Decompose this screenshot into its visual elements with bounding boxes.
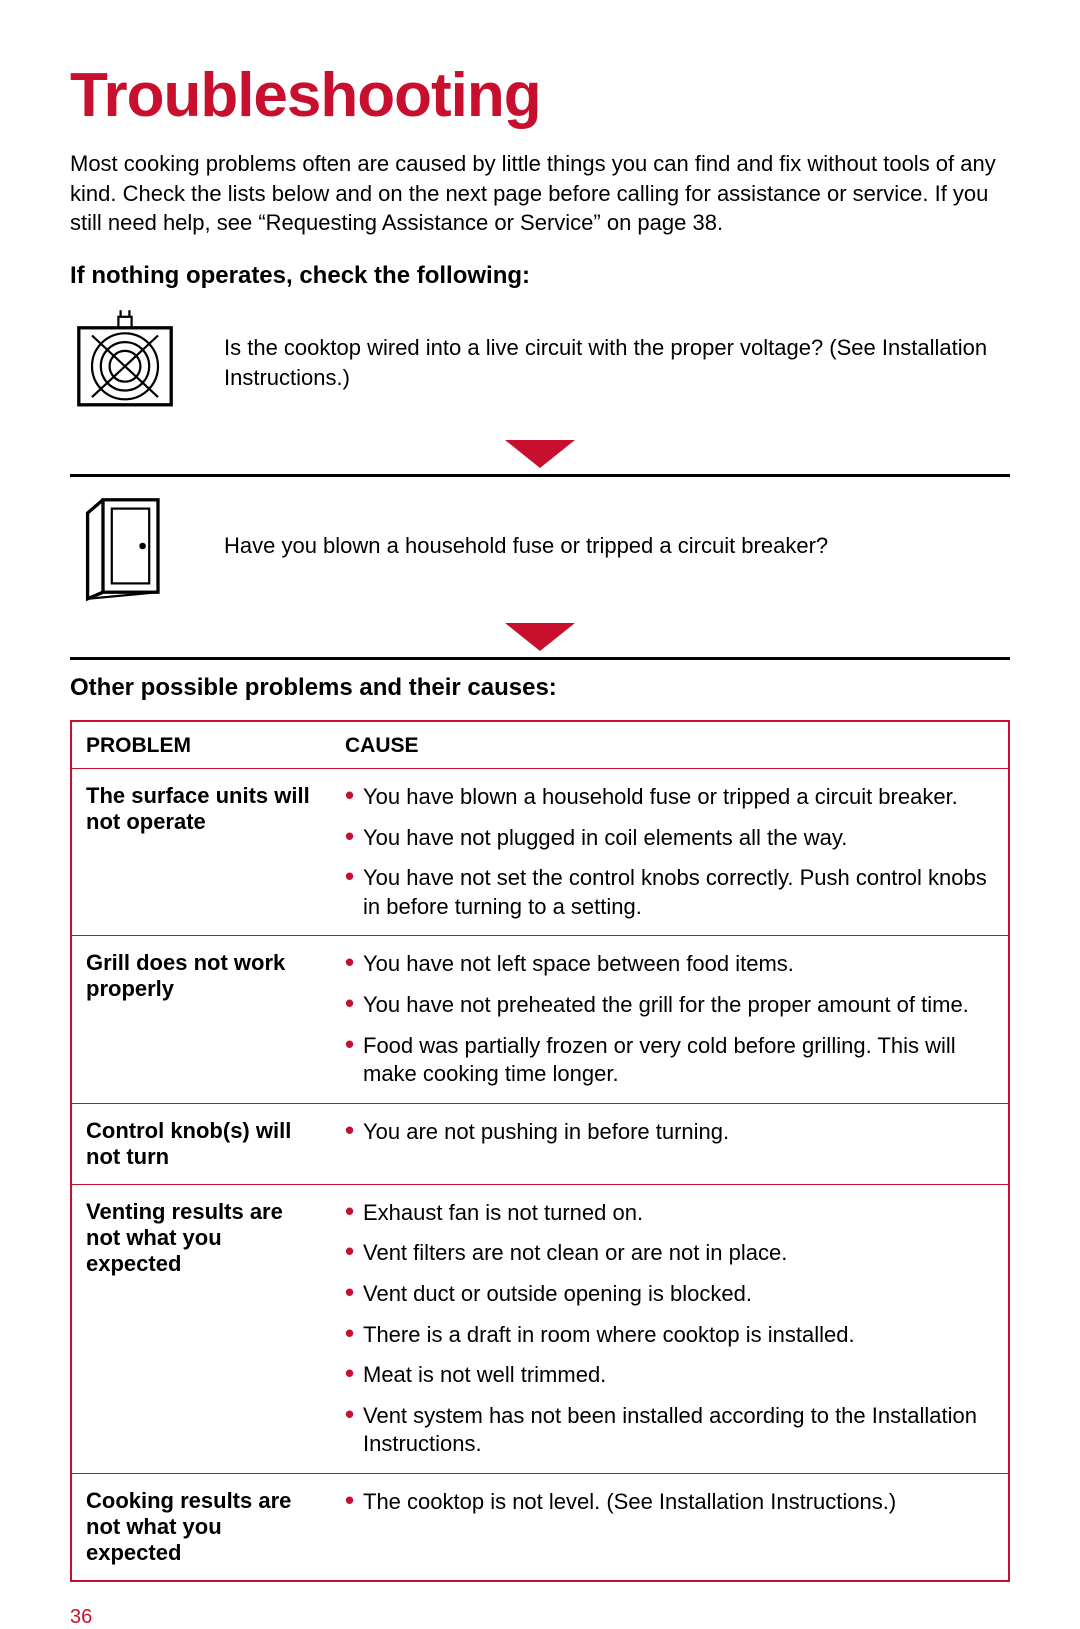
problem-cell: Cooking results are not what you expecte…	[71, 1473, 331, 1581]
cause-item: Vent duct or outside opening is blocked.	[345, 1280, 994, 1309]
cause-item: You have not preheated the grill for the…	[345, 991, 994, 1020]
cause-item: There is a draft in room where cooktop i…	[345, 1321, 994, 1350]
check-row-wiring: Is the cooktop wired into a live circuit…	[70, 308, 1010, 438]
cooktop-coil-icon	[70, 308, 180, 418]
table-row: Venting results are not what you expecte…	[71, 1184, 1009, 1473]
problem-cell: Control knob(s) will not turn	[71, 1103, 331, 1184]
divider	[70, 474, 1010, 477]
cause-item: Meat is not well trimmed.	[345, 1361, 994, 1390]
divider	[70, 657, 1010, 660]
cause-cell: You have blown a household fuse or tripp…	[331, 769, 1009, 936]
cause-item: Vent filters are not clean or are not in…	[345, 1239, 994, 1268]
table-row: Grill does not work properly You have not…	[71, 936, 1009, 1103]
cause-item: You have not plugged in coil elements al…	[345, 824, 994, 853]
page-number: 36	[70, 1606, 1010, 1629]
problem-cell: Venting results are not what you expecte…	[71, 1184, 331, 1473]
cause-cell: The cooktop is not level. (See Installat…	[331, 1473, 1009, 1581]
cause-item: Food was partially frozen or very cold b…	[345, 1032, 994, 1089]
cause-item: You have not left space between food ite…	[345, 950, 994, 979]
problem-cell: The surface units will not operate	[71, 769, 331, 936]
cause-item: Exhaust fan is not turned on.	[345, 1199, 994, 1228]
check-text-fuse: Have you blown a household fuse or tripp…	[224, 531, 1010, 561]
cause-item: Vent system has not been installed accor…	[345, 1402, 994, 1459]
section-heading-other-problems: Other possible problems and their causes…	[70, 674, 1010, 702]
table-row: Control knob(s) will not turn You are not…	[71, 1103, 1009, 1184]
cause-item: You are not pushing in before turning.	[345, 1118, 994, 1147]
cause-cell: You are not pushing in before turning.	[331, 1103, 1009, 1184]
check-row-fuse: Have you blown a household fuse or tripp…	[70, 491, 1010, 621]
header-problem: PROBLEM	[71, 721, 331, 769]
down-arrow-icon	[70, 623, 1010, 651]
header-cause: CAUSE	[331, 721, 1009, 769]
cause-item: You have not set the control knobs corre…	[345, 864, 994, 921]
cause-cell: You have not left space between food ite…	[331, 936, 1009, 1103]
table-header-row: PROBLEM CAUSE	[71, 721, 1009, 769]
cause-item: The cooktop is not level. (See Installat…	[345, 1488, 994, 1517]
check-text-wiring: Is the cooktop wired into a live circuit…	[224, 333, 1010, 392]
page-title: Troubleshooting	[70, 60, 1010, 131]
problems-table: PROBLEM CAUSE The surface units will not…	[70, 720, 1010, 1582]
problem-cell: Grill does not work properly	[71, 936, 331, 1103]
section-heading-nothing-operates: If nothing operates, check the following…	[70, 262, 1010, 290]
cause-item: You have blown a household fuse or tripp…	[345, 783, 994, 812]
table-row: The surface units will not operateYou ha…	[71, 769, 1009, 936]
down-arrow-icon	[70, 440, 1010, 468]
table-row: Cooking results are not what you expecte…	[71, 1473, 1009, 1581]
cause-cell: Exhaust fan is not turned on. Vent filter…	[331, 1184, 1009, 1473]
intro-text: Most cooking problems often are caused b…	[70, 149, 1010, 238]
fuse-box-icon	[70, 491, 180, 601]
